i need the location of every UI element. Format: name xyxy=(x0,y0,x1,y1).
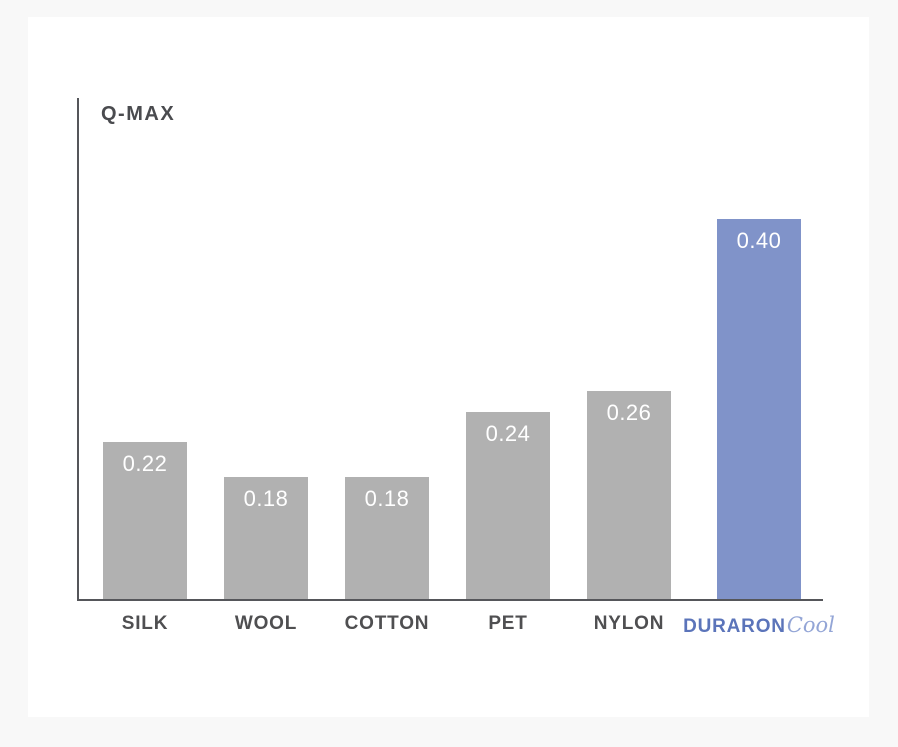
y-axis-line xyxy=(77,98,79,601)
bar-nylon: 0.26 xyxy=(587,391,671,599)
bar-value-label: 0.24 xyxy=(485,421,531,446)
bar-pet: 0.24 xyxy=(466,412,550,599)
bar-wool: 0.18 xyxy=(224,477,308,599)
brand-wordmark: DURARON xyxy=(683,616,786,637)
bar-value-label: 0.22 xyxy=(122,451,168,476)
axis-label-pet: PET xyxy=(488,613,528,634)
bar-duraron-cool: 0.40 xyxy=(717,219,801,599)
bar-plot: 0.22 SILK 0.18 WOOL 0.18 COTTON 0.24 PET 0.26 NYL… xyxy=(28,17,869,717)
bar-value-label: 0.18 xyxy=(243,486,289,511)
bar-cotton: 0.18 xyxy=(345,477,429,599)
bar-value-label: 0.26 xyxy=(606,400,652,425)
chart-title: Q-MAX xyxy=(101,103,176,125)
chart-card: Q-MAX 0.22 SILK 0.18 WOOL 0.18 COTTON 0.24 PET 0… xyxy=(28,17,869,717)
bar-value-label: 0.18 xyxy=(364,486,410,511)
bar-silk: 0.22 xyxy=(103,442,187,599)
axis-label-duraron-cool: DURARONCool xyxy=(683,613,835,638)
brand-wordmark-suffix: Cool xyxy=(786,613,835,637)
bar-value-label: 0.40 xyxy=(736,228,782,253)
x-axis-line xyxy=(77,599,823,601)
axis-label-nylon: NYLON xyxy=(593,613,665,634)
axis-label-wool: WOOL xyxy=(234,613,298,634)
axis-label-cotton: COTTON xyxy=(344,613,430,634)
axis-label-silk: SILK xyxy=(121,613,169,634)
